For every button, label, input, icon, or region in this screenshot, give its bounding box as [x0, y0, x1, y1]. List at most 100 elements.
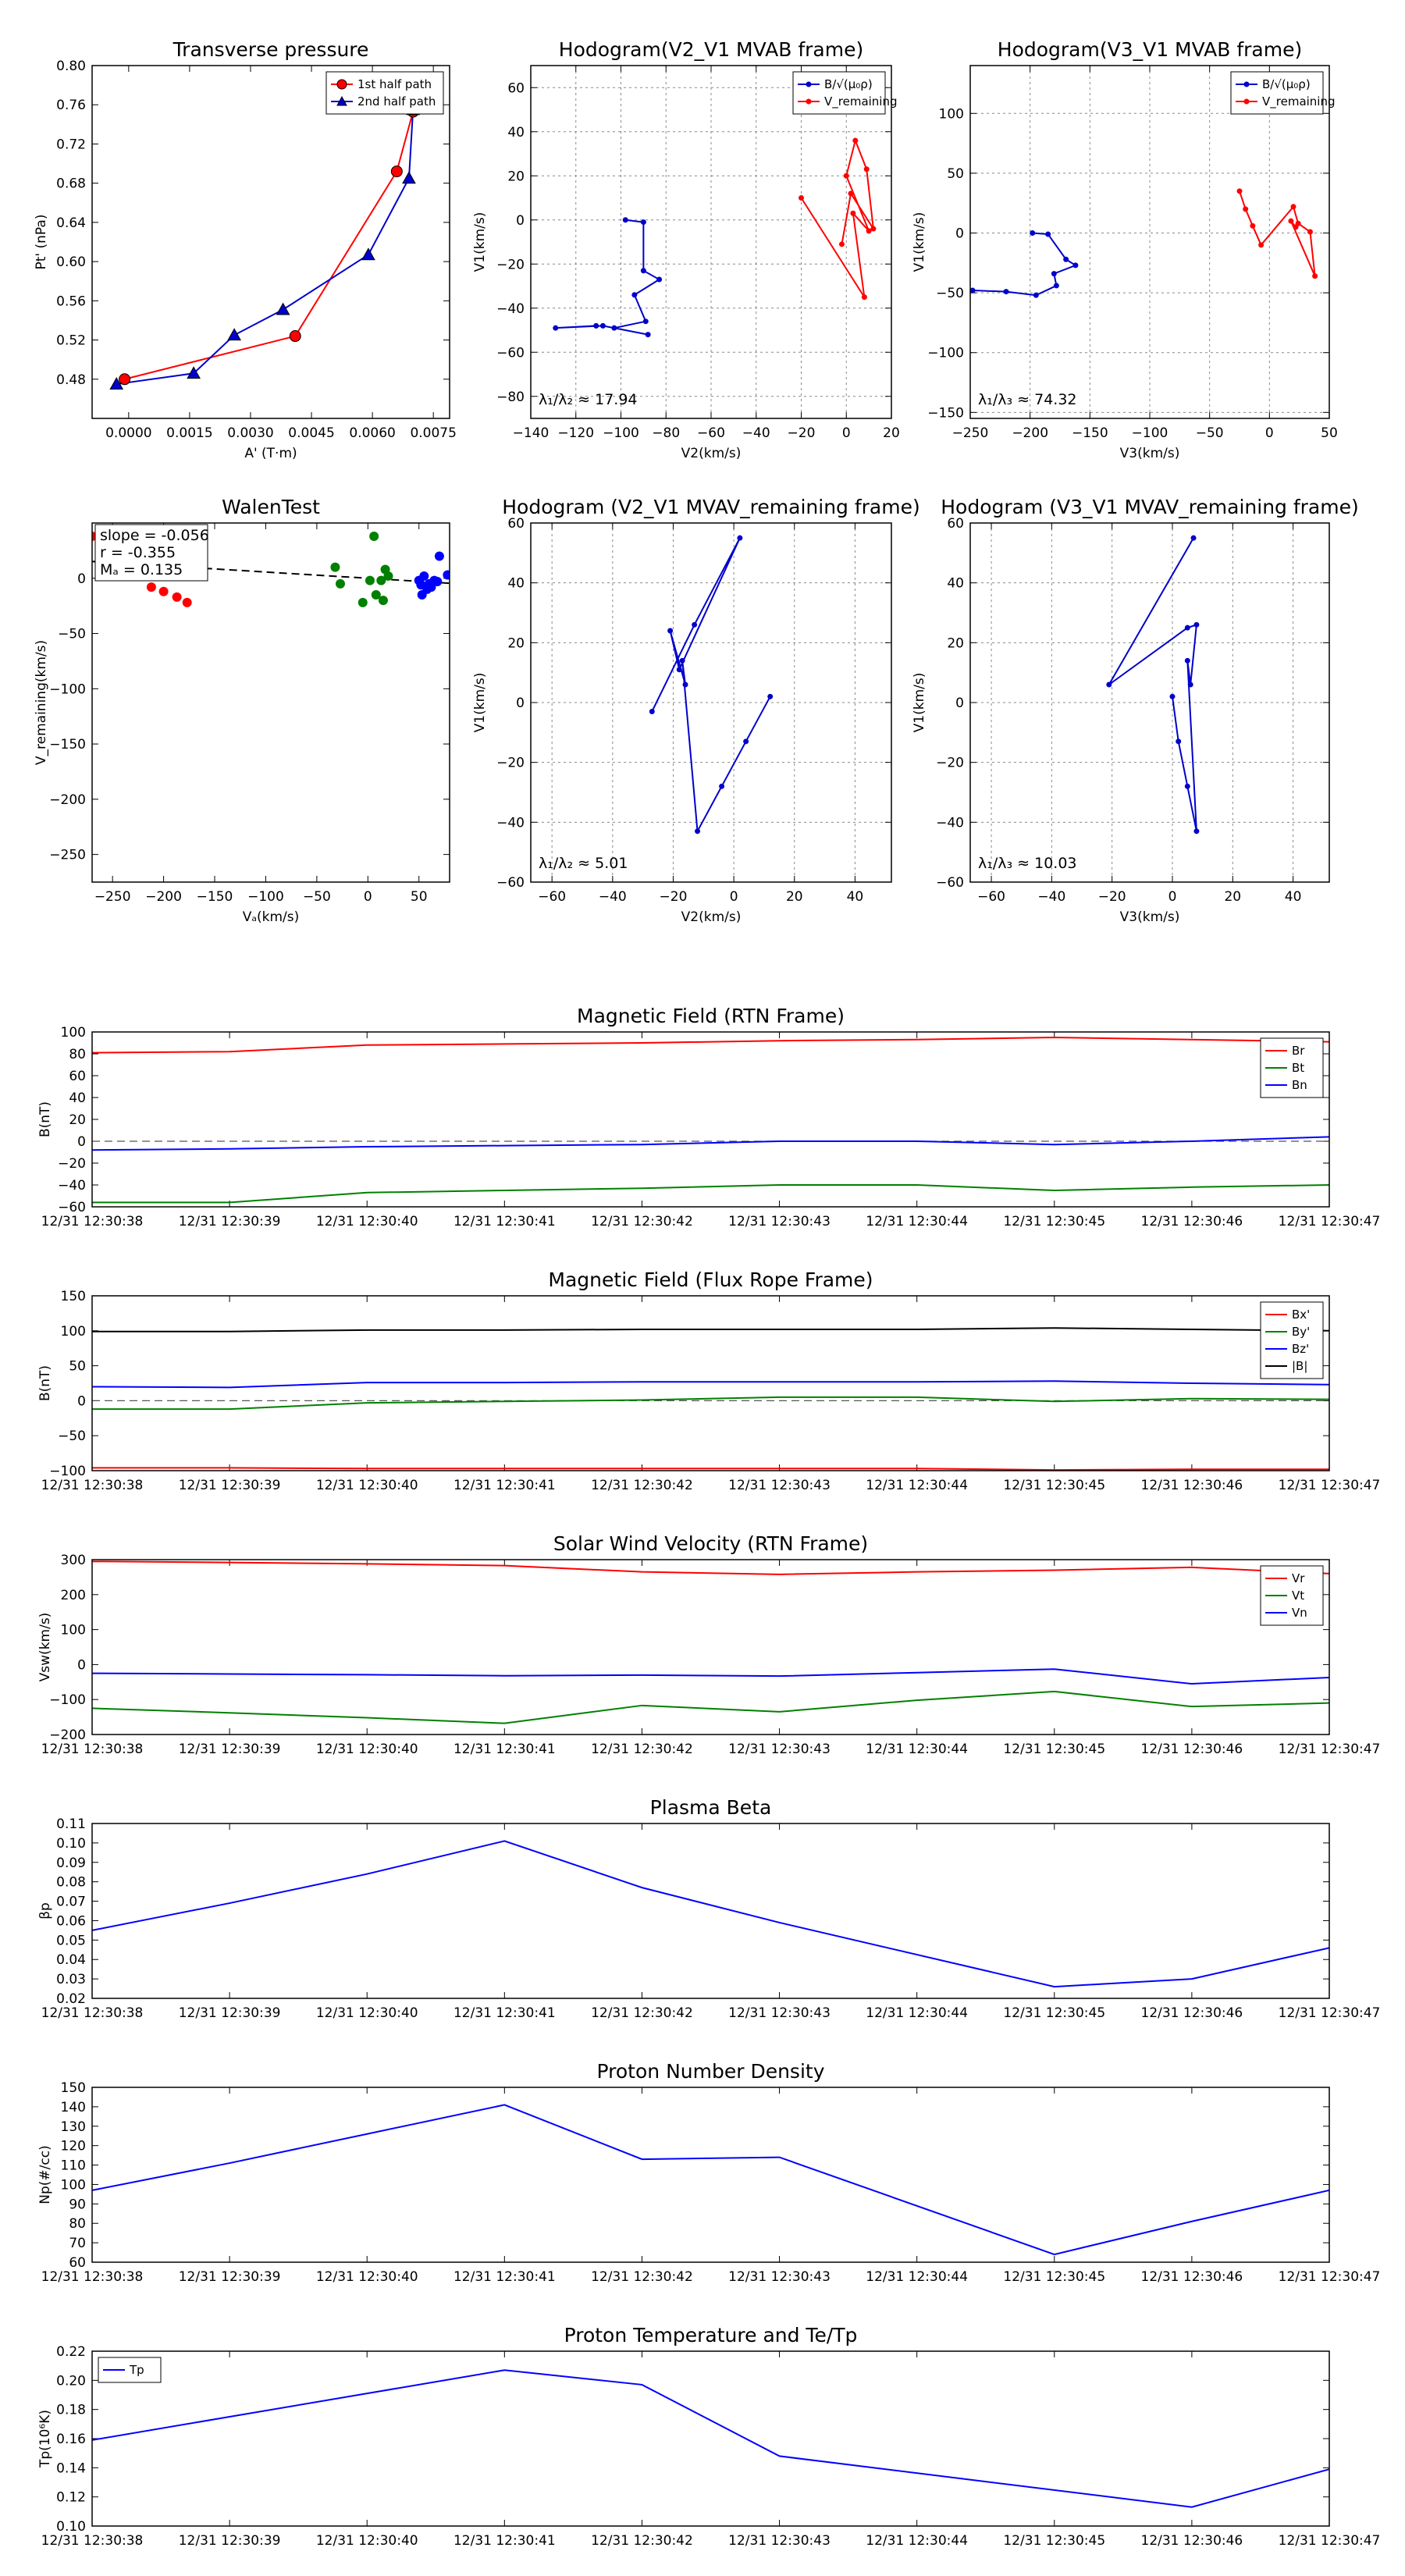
- np-ytick-label: 60: [69, 2255, 86, 2271]
- h2-plot-area: [970, 188, 1318, 298]
- h1-xtick-label: −20: [788, 425, 816, 441]
- h1-xlabel: V2(km/s): [681, 446, 742, 461]
- walen-xtick-label: −150: [197, 889, 233, 905]
- tp2-xtick-label: 12/31 12:30:45: [1003, 2533, 1105, 2549]
- tp-point: [289, 330, 301, 343]
- bFR-xtick-label: 12/31 12:30:40: [316, 1478, 418, 1493]
- h4-ytick-label: 40: [947, 576, 964, 592]
- np-xtick-label: 12/31 12:30:47: [1279, 2269, 1381, 2285]
- vsw-chart: Solar Wind Velocity (RTN Frame) 12/31 12:…: [37, 1532, 1380, 1757]
- h1-point: [611, 325, 617, 331]
- tp-xtick-label: 0.0045: [288, 425, 334, 441]
- tp-ytick-label: 0.56: [56, 294, 86, 309]
- h1-point: [599, 322, 606, 329]
- np-ytick-label: 100: [61, 2177, 86, 2193]
- tp2-ytick-label: 0.18: [56, 2403, 86, 2418]
- h3-point: [767, 693, 774, 699]
- tp-xlabel: A' (T·m): [244, 446, 297, 461]
- bFR-plot-area: [92, 1327, 1329, 1471]
- bRTN-series-1-line: [92, 1184, 1329, 1204]
- h4-ytick-label: −60: [936, 875, 964, 891]
- bRTN-legend-label: Br: [1292, 1044, 1305, 1058]
- h1-legend-marker: [806, 98, 812, 105]
- bRTN-ytick-label: −40: [58, 1178, 86, 1194]
- np-ytick-label: 120: [61, 2139, 86, 2154]
- h1-ytick-label: 0: [516, 213, 525, 229]
- h2-xtick-label: −150: [1072, 425, 1108, 441]
- bFR-ytick-label: −100: [49, 1464, 86, 1479]
- beta-plot-area: [92, 1840, 1329, 1988]
- h4-series-0-line: [1108, 537, 1198, 832]
- vsw-xtick-label: 12/31 12:30:42: [591, 1742, 693, 1757]
- beta-title: Plasma Beta: [650, 1796, 772, 1819]
- h4-ylabel: V1(km/s): [912, 673, 927, 733]
- beta-xtick-label: 12/31 12:30:40: [316, 2005, 418, 2021]
- bFR-series-2-line: [92, 1380, 1329, 1389]
- bRTN-xtick-label: 12/31 12:30:43: [728, 1214, 831, 1229]
- tp2-xtick-label: 12/31 12:30:43: [728, 2533, 831, 2549]
- h4-chart: Hodogram (V3_V1 MVAV_remaining frame) −60…: [912, 496, 1359, 925]
- walen-point: [419, 571, 429, 581]
- h1-frame: [530, 65, 892, 419]
- tp2-legend: Tp: [98, 2357, 162, 2383]
- tp-legend-label: 1st half path: [357, 77, 432, 91]
- h4-point: [1184, 657, 1190, 664]
- tp2-xtick-label: 12/31 12:30:41: [454, 2533, 556, 2549]
- vsw-xtick-label: 12/31 12:30:38: [41, 1742, 144, 1757]
- beta-frame: [91, 1823, 1330, 1999]
- tp2-ytick-label: 0.14: [56, 2460, 86, 2476]
- bRTN-xtick-label: 12/31 12:30:44: [866, 1214, 968, 1229]
- walen-xtick-label: −100: [247, 889, 284, 905]
- walen-ytick-label: −50: [58, 627, 86, 642]
- vsw-xtick-label: 12/31 12:30:45: [1003, 1742, 1105, 1757]
- np-ytick-label: 130: [61, 2119, 86, 2135]
- h2-xtick-label: −100: [1132, 425, 1168, 441]
- h2-legend-marker: [1243, 81, 1250, 87]
- bRTN-ytick-label: −20: [58, 1156, 86, 1172]
- tp-legend-marker: [336, 79, 347, 90]
- h4-annotation: λ₁/λ₃ ≈ 10.03: [978, 855, 1077, 872]
- h3-xtick-label: −40: [599, 889, 627, 905]
- h4-xtick-label: −60: [977, 889, 1005, 905]
- h2-legend-marker: [1243, 98, 1250, 105]
- bRTN-ytick-label: −60: [58, 1200, 86, 1215]
- tp-point: [109, 377, 124, 390]
- h1-point: [640, 268, 646, 274]
- h1-legend: B/√(μ₀ρ) V_remaining: [792, 71, 898, 115]
- walen-frame: [91, 522, 450, 883]
- h3-xtick-label: 0: [730, 889, 738, 905]
- h2-annotation: λ₁/λ₃ ≈ 74.32: [978, 391, 1077, 408]
- tp-ytick-label: 0.52: [56, 333, 86, 349]
- h3-point: [682, 681, 688, 688]
- h4-point: [1169, 693, 1176, 699]
- beta-xtick-label: 12/31 12:30:44: [866, 2005, 968, 2021]
- h2-point: [1288, 218, 1294, 224]
- h1-point: [622, 217, 628, 223]
- tp2-title: Proton Temperature and Te/Tp: [564, 2324, 858, 2347]
- np-frame: [91, 2087, 1330, 2263]
- h4-ytick-label: 60: [947, 516, 964, 532]
- h4-point: [1176, 738, 1182, 745]
- h1-ytick-label: −80: [496, 390, 525, 405]
- tp-point: [187, 366, 201, 379]
- tp-legend-box: [325, 71, 444, 115]
- h2-point: [1307, 229, 1313, 235]
- tp-xtick-label: 0.0000: [105, 425, 151, 441]
- np-ylabel: Np(#/cc): [37, 2145, 53, 2204]
- h1-ytick-label: −40: [496, 301, 525, 317]
- vsw-legend-label: Vn: [1292, 1606, 1307, 1620]
- np-xtick-label: 12/31 12:30:43: [728, 2269, 831, 2285]
- tp-xtick-label: 0.0075: [410, 425, 456, 441]
- walen-chart: WalenTest−250 −200 −150 −100 −50 0 50−250−200−…: [34, 496, 450, 925]
- h2-ylabel: V1(km/s): [912, 212, 927, 272]
- bRTN-xtick-label: 12/31 12:30:42: [591, 1214, 693, 1229]
- vsw-ytick-label: 200: [61, 1588, 86, 1603]
- h3-point: [743, 738, 749, 745]
- tp-frame: [91, 65, 450, 419]
- h4-plot-area: [1106, 535, 1200, 834]
- h2-ytick-label: 0: [955, 226, 964, 242]
- h4-xtick-label: −20: [1098, 889, 1126, 905]
- vsw-legend-label: Vr: [1292, 1571, 1305, 1585]
- h1-ytick-label: −60: [496, 345, 525, 361]
- h1-xtick-label: −140: [513, 425, 550, 441]
